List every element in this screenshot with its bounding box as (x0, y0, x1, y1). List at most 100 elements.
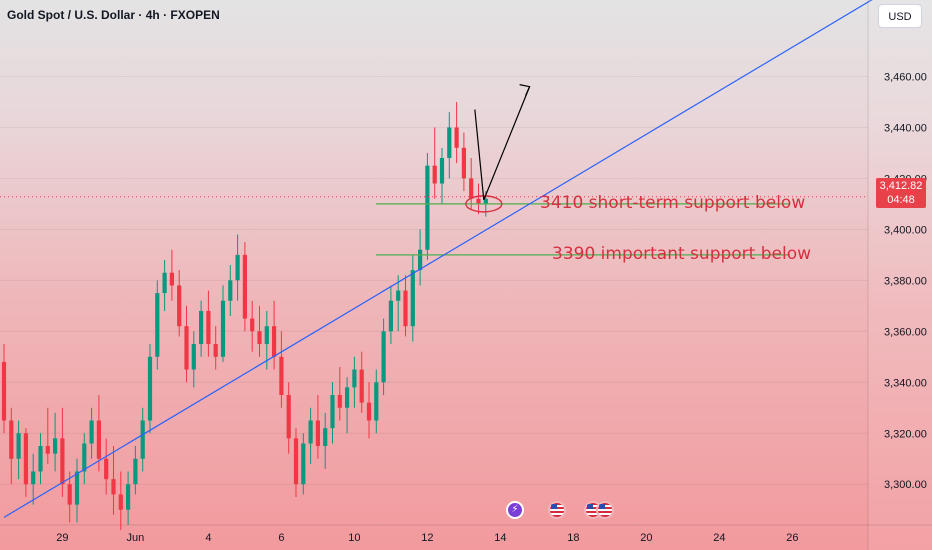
candle-body (345, 387, 350, 408)
interval-label: 4h (145, 8, 160, 22)
candle-body (133, 458, 138, 485)
x-tick-label: 4 (205, 532, 211, 544)
price-axis[interactable]: 3,460.003,440.003,420.003,400.003,380.00… (867, 0, 932, 550)
candle-body (418, 249, 423, 271)
candle-body (118, 494, 123, 510)
candle-body (432, 165, 437, 184)
us-flag-icon[interactable] (596, 501, 614, 519)
x-tick-label: 29 (56, 532, 68, 544)
candle-body (184, 326, 189, 370)
us-flag-icon[interactable] (548, 501, 566, 519)
y-tick-label: 3,360.00 (884, 326, 927, 338)
candle-body (147, 356, 153, 421)
x-tick-label: 6 (278, 532, 284, 544)
symbol-name: Gold Spot / U.S. Dollar (7, 8, 136, 22)
candle-body (82, 443, 87, 472)
candle-body (16, 433, 21, 459)
candle-body (366, 402, 372, 421)
candle-body (45, 445, 50, 454)
candle-body (374, 382, 379, 421)
candle-body (396, 290, 401, 301)
candle-body (381, 331, 386, 383)
x-tick-label: 12 (421, 532, 433, 544)
candle-body (23, 433, 28, 485)
x-tick-label: 20 (640, 532, 652, 544)
x-tick-label: Jun (127, 532, 145, 544)
candlestick-series (1, 101, 488, 531)
support-label-short-term: 3410 short-term support below (540, 193, 806, 213)
candle-body (337, 395, 342, 408)
candle-body (31, 471, 36, 485)
x-tick-label: 14 (494, 532, 506, 544)
candle-body (359, 369, 364, 403)
candle-body (9, 420, 14, 459)
candle-body (242, 254, 247, 319)
candle-body (67, 484, 72, 505)
candle-body (461, 147, 466, 179)
candle-body (60, 438, 65, 485)
candle-body (330, 395, 335, 429)
candle-body (89, 420, 94, 444)
y-tick-label: 3,300.00 (884, 479, 927, 491)
candle-body (235, 254, 240, 281)
candle-body (250, 318, 255, 332)
candle-body (257, 331, 262, 345)
candle-body (388, 300, 393, 332)
y-tick-label: 3,340.00 (884, 377, 927, 389)
candle-body (469, 178, 474, 199)
candle-body (476, 198, 481, 204)
candle-body (199, 310, 204, 345)
bar-countdown: 04:48 (887, 194, 915, 206)
candle-body (126, 484, 131, 510)
candle-body (191, 344, 196, 370)
candle-body (140, 420, 145, 459)
candle-body (206, 310, 211, 345)
data-source: FXOPEN (170, 8, 220, 22)
candle-body (104, 458, 109, 480)
candle-body (483, 198, 488, 204)
candle-body (53, 438, 58, 454)
x-tick-label: 18 (567, 532, 579, 544)
candle-body (228, 280, 233, 301)
trendline (3, 0, 873, 518)
candle-body (264, 326, 269, 345)
support-label-important: 3390 important support below (552, 244, 812, 264)
annotation-arrow-head (519, 84, 531, 96)
candle-body (308, 420, 313, 444)
candle-body (155, 293, 160, 357)
candle-body (38, 445, 43, 472)
y-tick-label: 3,400.00 (884, 224, 927, 236)
candle-body (403, 290, 408, 327)
candle-body (213, 344, 218, 357)
candle-body (1, 361, 7, 421)
candle-body (447, 127, 452, 159)
y-tick-label: 3,460.00 (884, 71, 927, 83)
annotation-arrow-path (474, 86, 531, 201)
candle-body (74, 471, 80, 505)
x-tick-label: 26 (786, 532, 798, 544)
candle-body (279, 356, 284, 396)
candle-body (177, 285, 182, 327)
candle-body (162, 272, 167, 294)
candle-body (352, 369, 357, 388)
lightning-icon[interactable]: ⚡ (506, 501, 524, 519)
candle-body (315, 420, 320, 446)
currency-button[interactable]: USD (878, 4, 922, 28)
x-tick-label: 10 (348, 532, 360, 544)
time-axis[interactable]: 29 Jun 4 6 10 12 14 18 20 24 26 (0, 524, 932, 544)
candle-body (169, 272, 174, 286)
y-tick-label: 3,320.00 (884, 428, 927, 440)
price-axis-panel[interactable] (868, 0, 932, 550)
candle-body (439, 158, 445, 184)
candle-body (301, 443, 306, 485)
candle-body (410, 270, 415, 327)
candle-body (425, 165, 430, 250)
symbol-title[interactable]: Gold Spot / U.S. Dollar · 4h · FXOPEN (7, 8, 220, 22)
candle-body (293, 438, 299, 485)
y-tick-label: 3,440.00 (884, 122, 927, 134)
candle-body (96, 420, 101, 459)
drawings-layer (0, 0, 873, 518)
candle-body (286, 395, 291, 439)
